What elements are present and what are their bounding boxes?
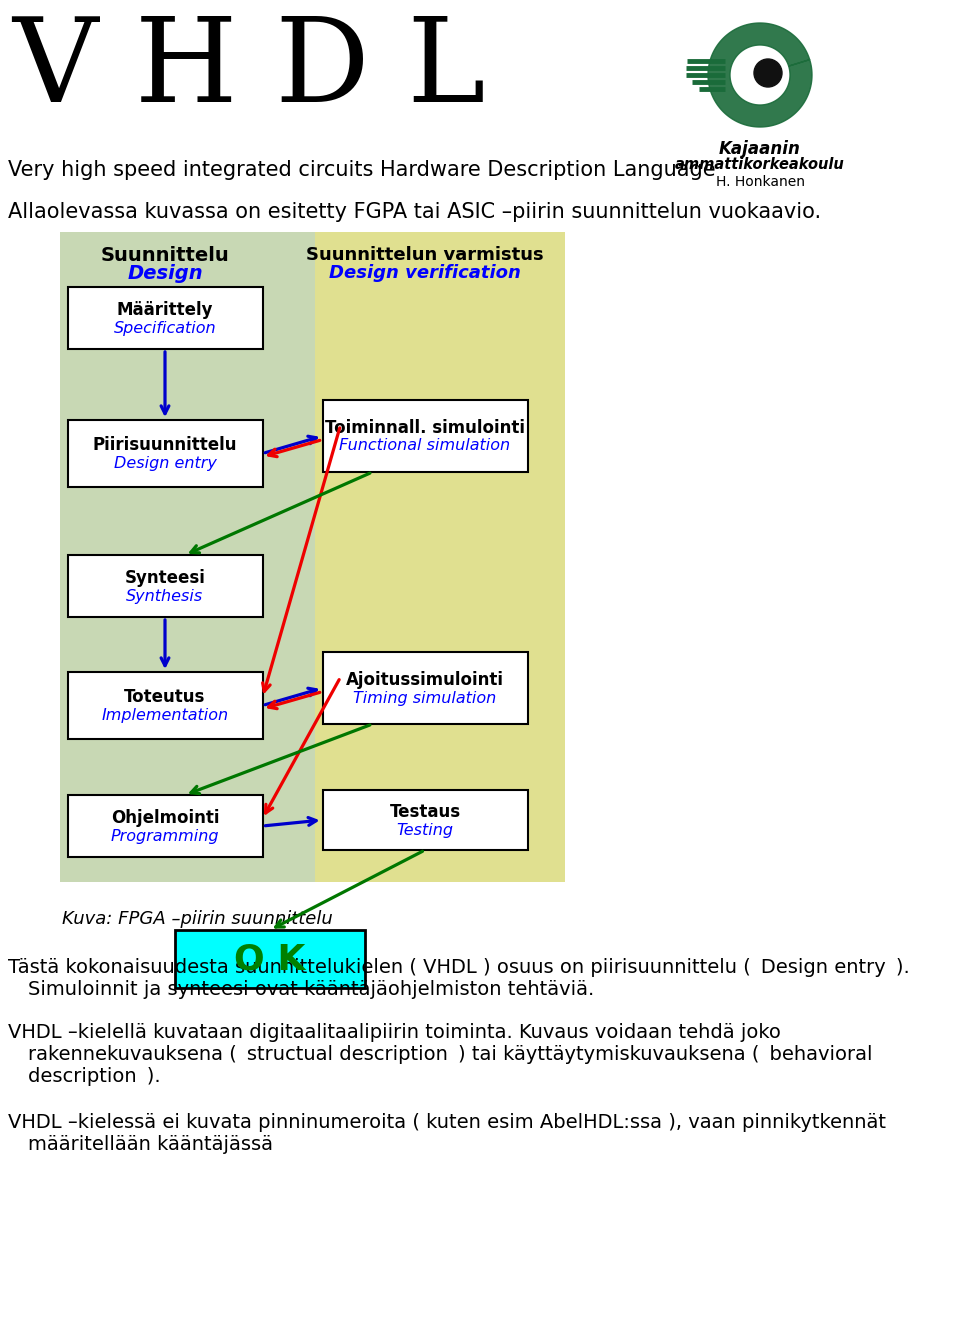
Text: Functional simulation: Functional simulation [340, 438, 511, 453]
Text: VHDL –kielellä kuvataan digitaalitaalipiirin toiminta. Kuvaus voidaan tehdä joko: VHDL –kielellä kuvataan digitaalitaalipi… [8, 1023, 780, 1042]
Text: rakennekuvauksena (  structual description  ) tai käyttäytymiskuvauksena (  beha: rakennekuvauksena ( structual descriptio… [28, 1045, 873, 1063]
FancyBboxPatch shape [67, 795, 262, 856]
Text: Ajoitussimulointi: Ajoitussimulointi [346, 671, 504, 689]
Circle shape [754, 59, 782, 87]
Text: O K: O K [234, 942, 305, 977]
Text: Toteutus: Toteutus [124, 688, 205, 707]
Text: Allaolevassa kuvassa on esitetty FGPA tai ASIC –piirin suunnittelun vuokaavio.: Allaolevassa kuvassa on esitetty FGPA ta… [8, 202, 821, 222]
Text: Testaus: Testaus [390, 803, 461, 822]
Text: Suunnittelu: Suunnittelu [101, 246, 229, 265]
Text: Design verification: Design verification [329, 265, 521, 282]
Text: Synteesi: Synteesi [125, 569, 205, 587]
FancyBboxPatch shape [60, 232, 315, 882]
Text: Simuloinnit ja synteesi ovat kääntäjäohjelmiston tehtäviä.: Simuloinnit ja synteesi ovat kääntäjäohj… [28, 981, 594, 999]
FancyBboxPatch shape [323, 399, 527, 472]
FancyBboxPatch shape [67, 420, 262, 488]
Text: VHDL –kielessä ei kuvata pinninumeroita ( kuten esim AbelHDL:ssa ), vaan pinniky: VHDL –kielessä ei kuvata pinninumeroita … [8, 1113, 886, 1132]
Text: määritellään kääntäjässä: määritellään kääntäjässä [28, 1136, 273, 1154]
Text: Testing: Testing [396, 823, 453, 838]
Text: Specification: Specification [113, 321, 216, 335]
Text: H. Honkanen: H. Honkanen [715, 175, 804, 188]
Text: description  ).: description ). [28, 1067, 160, 1086]
Text: Design: Design [127, 265, 203, 283]
Text: Synthesis: Synthesis [127, 588, 204, 604]
Text: ammattikorkeakoulu: ammattikorkeakoulu [675, 158, 845, 172]
FancyBboxPatch shape [67, 672, 262, 739]
Polygon shape [708, 23, 812, 127]
Text: Määrittely: Määrittely [117, 301, 213, 319]
Text: Toiminnall. simulointi: Toiminnall. simulointi [325, 420, 525, 437]
Text: Kajaanin: Kajaanin [719, 140, 801, 158]
Text: V H D L: V H D L [12, 12, 486, 127]
FancyBboxPatch shape [175, 930, 365, 989]
Text: Suunnittelun varmistus: Suunnittelun varmistus [306, 246, 543, 265]
Text: Piirisuunnittelu: Piirisuunnittelu [93, 437, 237, 454]
Text: Timing simulation: Timing simulation [353, 691, 496, 705]
Text: Very high speed integrated circuits Hardware Description Language: Very high speed integrated circuits Hard… [8, 160, 715, 180]
FancyBboxPatch shape [315, 232, 565, 882]
Text: Tästä kokonaisuudesta suunnittelukielen ( VHDL ) osuus on piirisuunnittelu (  De: Tästä kokonaisuudesta suunnittelukielen … [8, 958, 910, 977]
FancyBboxPatch shape [67, 287, 262, 349]
FancyBboxPatch shape [323, 790, 527, 850]
Text: Kuva: FPGA –piirin suunnittelu: Kuva: FPGA –piirin suunnittelu [62, 910, 333, 929]
Text: Programming: Programming [110, 828, 219, 843]
Text: Implementation: Implementation [102, 708, 228, 723]
Text: Design entry: Design entry [113, 456, 216, 472]
FancyBboxPatch shape [323, 652, 527, 724]
FancyBboxPatch shape [67, 554, 262, 617]
Text: Ohjelmointi: Ohjelmointi [110, 810, 219, 827]
